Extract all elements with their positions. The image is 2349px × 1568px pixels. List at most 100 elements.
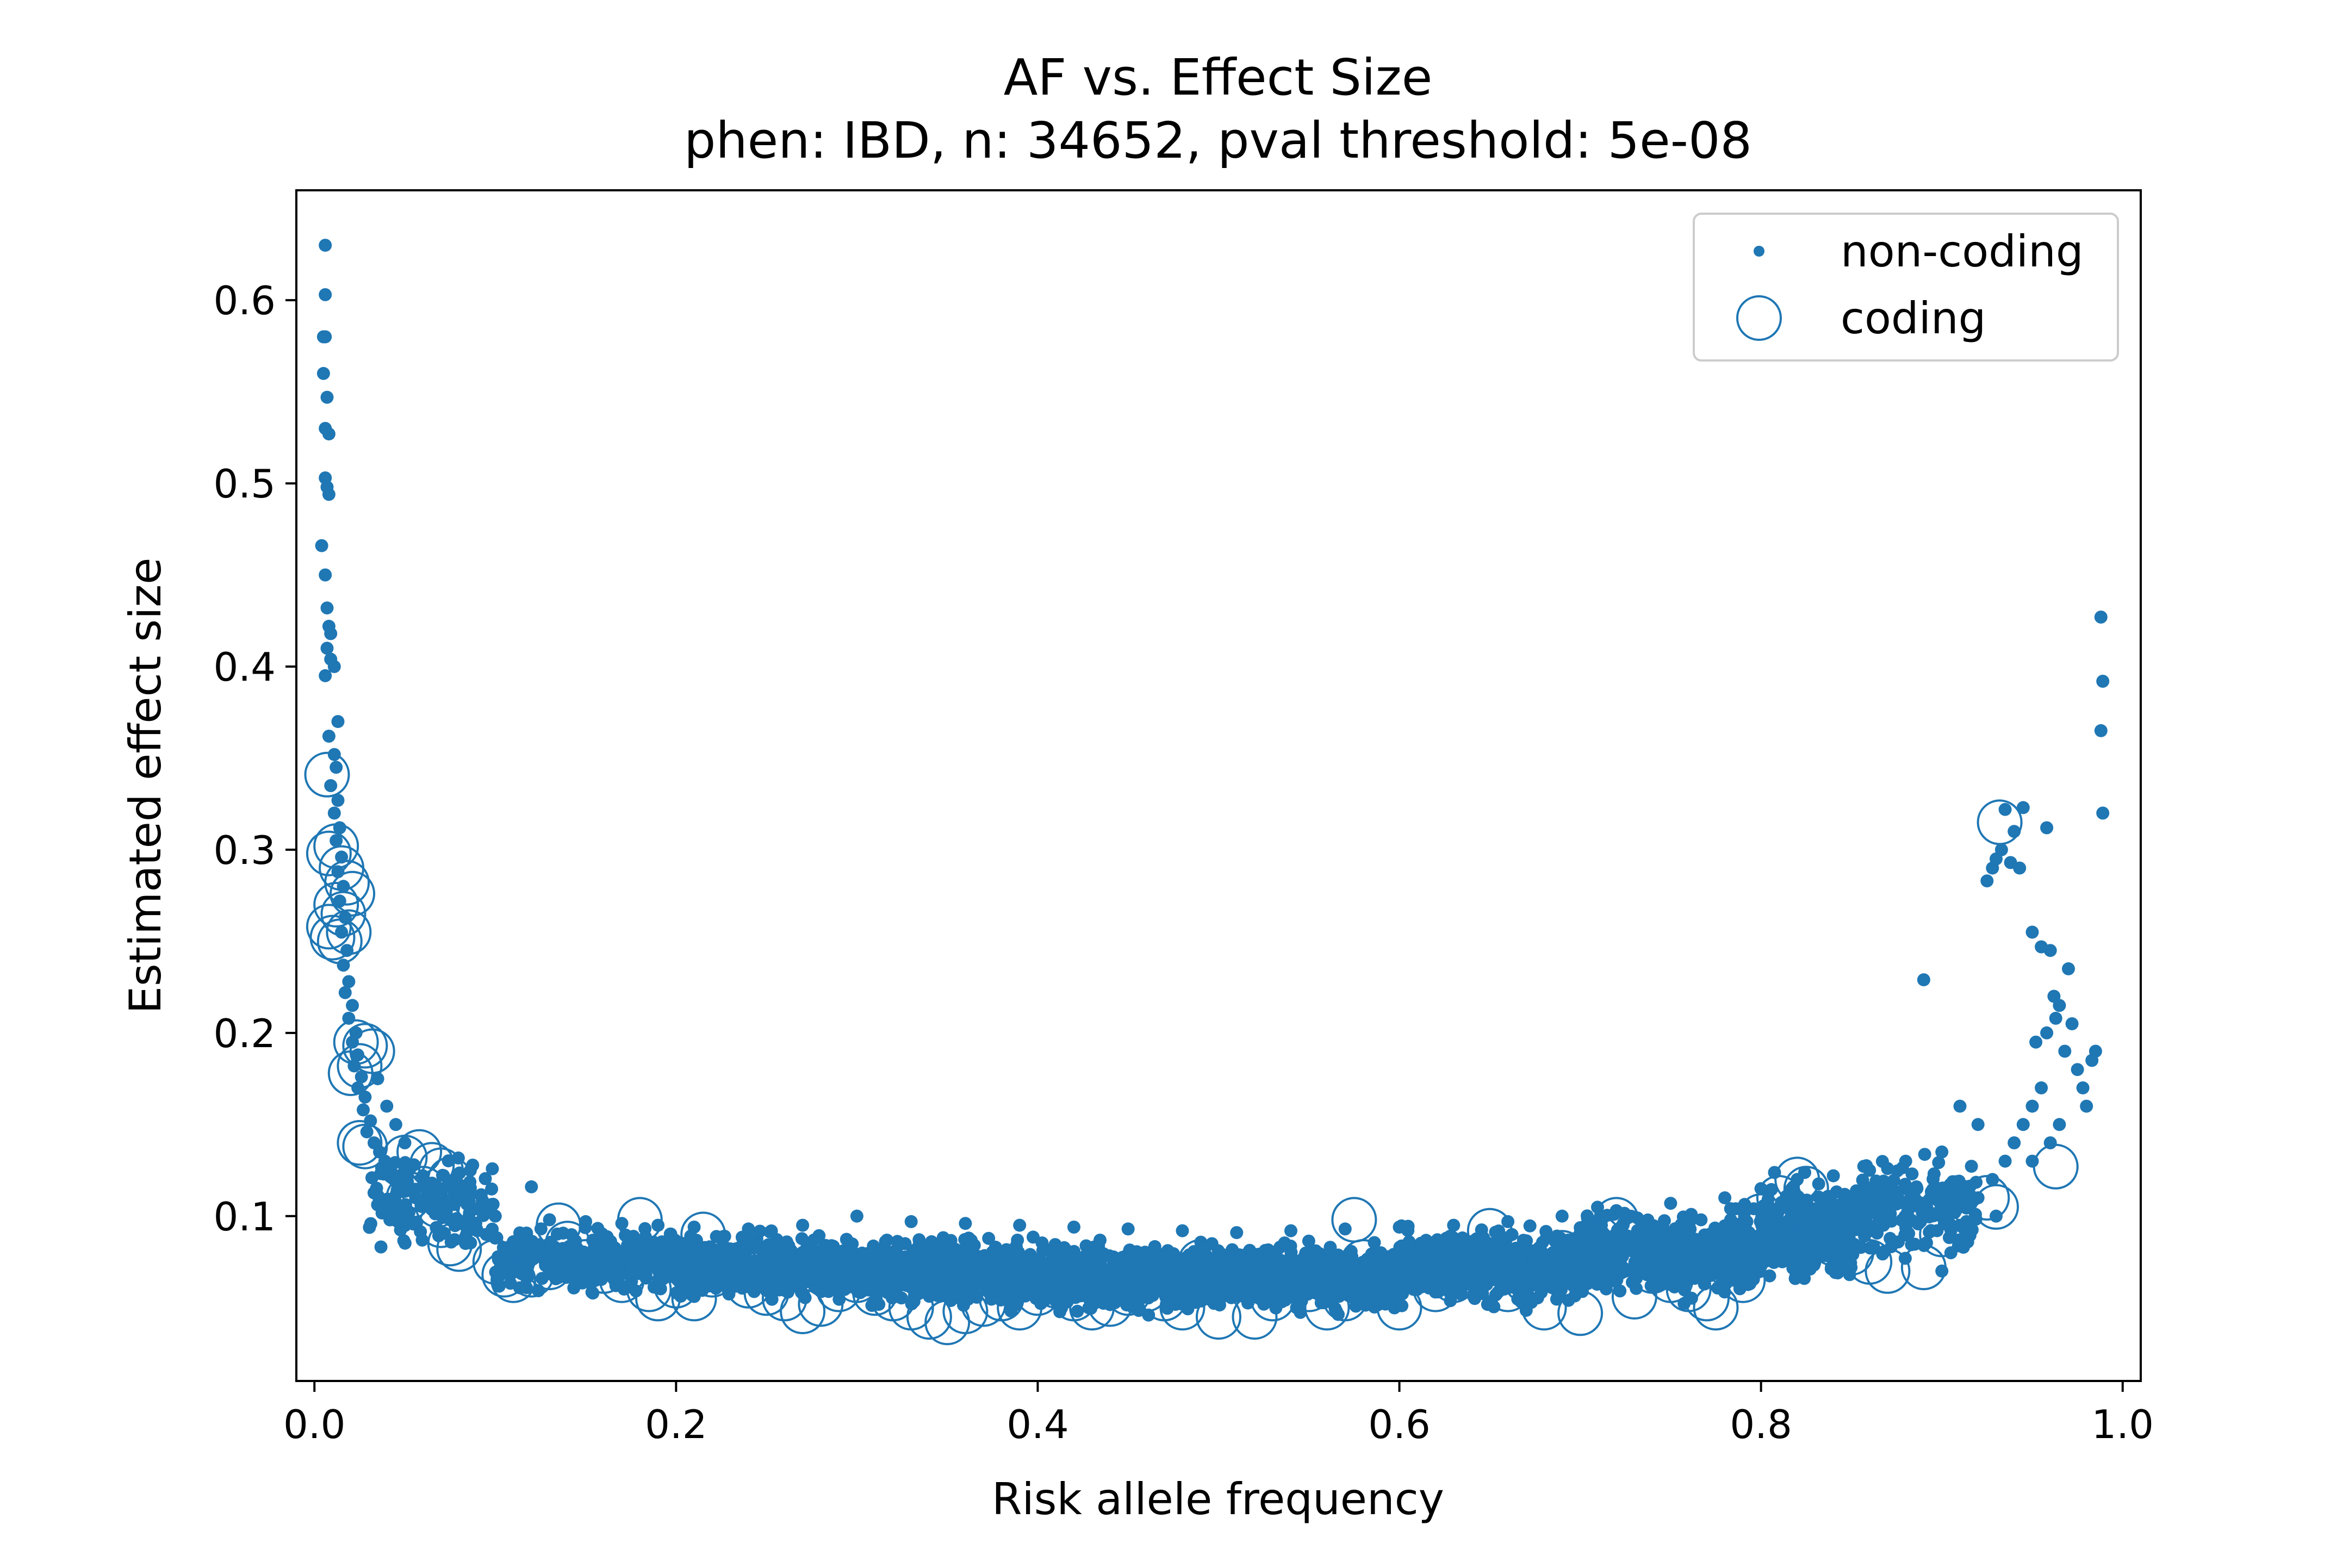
noncoding-point (2016, 1118, 2030, 1131)
noncoding-point (763, 1225, 777, 1239)
noncoding-point (1811, 1235, 1824, 1249)
noncoding-point (486, 1162, 499, 1175)
noncoding-point (850, 1209, 863, 1223)
noncoding-point (330, 834, 343, 848)
noncoding-point (448, 1233, 462, 1247)
noncoding-point (1090, 1272, 1103, 1285)
coding-point (626, 1266, 672, 1312)
noncoding-point (1657, 1214, 1671, 1228)
coding-point (852, 1270, 898, 1316)
noncoding-point (1283, 1266, 1297, 1279)
noncoding-point (1198, 1246, 1211, 1260)
noncoding-point (2089, 1044, 2102, 1058)
noncoding-point (922, 1258, 936, 1271)
noncoding-point (1348, 1286, 1362, 1299)
noncoding-point (357, 1103, 370, 1117)
x-tick-label: 0.4 (1006, 1402, 1069, 1447)
noncoding-point (478, 1172, 492, 1185)
noncoding-point (679, 1242, 692, 1256)
noncoding-point (1980, 874, 1994, 888)
noncoding-point (1065, 1253, 1079, 1266)
noncoding-point (1918, 1148, 1931, 1161)
coding-point (304, 751, 350, 798)
coding-point (1069, 1285, 1115, 1331)
noncoding-point (1093, 1234, 1107, 1247)
noncoding-point (1688, 1233, 1702, 1246)
noncoding-point (896, 1259, 909, 1272)
y-tick-label: 0.5 (213, 461, 276, 507)
noncoding-point (1887, 1174, 1900, 1187)
noncoding-point (2094, 611, 2108, 624)
coding-point (1539, 1230, 1585, 1276)
coding-point (1774, 1156, 1820, 1203)
noncoding-point (1718, 1191, 1732, 1205)
noncoding-point (1860, 1181, 1873, 1194)
coding-point (942, 1289, 989, 1334)
coding-point (1394, 1248, 1440, 1294)
noncoding-point (380, 1099, 394, 1113)
noncoding-point (961, 1292, 975, 1306)
noncoding-point (320, 601, 334, 615)
noncoding-point (836, 1247, 850, 1261)
coding-point (436, 1226, 482, 1272)
legend-marker-coding (1736, 295, 1782, 341)
noncoding-point (363, 1221, 376, 1234)
noncoding-point (322, 488, 335, 501)
noncoding-point (1294, 1272, 1308, 1286)
noncoding-point (1484, 1298, 1497, 1311)
legend-box (1693, 213, 2119, 362)
noncoding-point (1733, 1282, 1747, 1296)
noncoding-point (1932, 1156, 1946, 1169)
noncoding-point (1568, 1275, 1582, 1289)
noncoding-point (1395, 1299, 1409, 1312)
noncoding-point (1278, 1236, 1291, 1250)
coding-point (313, 882, 359, 928)
noncoding-point (959, 1217, 972, 1230)
coding-point (309, 914, 356, 961)
noncoding-point (507, 1235, 520, 1248)
noncoding-point (1049, 1242, 1063, 1255)
noncoding-point (710, 1230, 723, 1243)
noncoding-point (1011, 1246, 1025, 1259)
noncoding-point (1447, 1218, 1461, 1232)
coding-point (1702, 1239, 1748, 1285)
coding-point (1376, 1285, 1422, 1331)
coding-point (1720, 1257, 1766, 1303)
noncoding-point (1724, 1202, 1737, 1216)
coding-point (427, 1156, 473, 1203)
noncoding-point (1664, 1197, 1677, 1210)
noncoding-point (1728, 1226, 1742, 1240)
legend-label-non-coding: non-coding (1841, 226, 2084, 277)
noncoding-point (338, 986, 352, 999)
coding-point (1919, 1211, 1965, 1258)
noncoding-point (525, 1180, 538, 1193)
noncoding-point (1230, 1226, 1244, 1240)
noncoding-point (779, 1251, 793, 1265)
noncoding-point (2016, 801, 2030, 814)
noncoding-point (1422, 1237, 1436, 1250)
noncoding-point (867, 1239, 880, 1253)
noncoding-point (1011, 1234, 1024, 1247)
noncoding-point (1890, 1197, 1903, 1211)
noncoding-point (674, 1290, 687, 1303)
coding-point (1204, 1252, 1251, 1298)
coding-point (680, 1211, 726, 1258)
coding-point (1232, 1294, 1278, 1340)
noncoding-point (1468, 1292, 1482, 1305)
noncoding-point (436, 1168, 449, 1182)
noncoding-point (1943, 1217, 1957, 1231)
noncoding-point (1683, 1222, 1697, 1236)
noncoding-point (1704, 1227, 1717, 1241)
noncoding-point (342, 975, 356, 988)
noncoding-point (1236, 1266, 1250, 1280)
noncoding-point (1338, 1222, 1352, 1236)
noncoding-point (1130, 1245, 1144, 1259)
noncoding-point (1325, 1248, 1339, 1262)
noncoding-point (702, 1279, 716, 1293)
noncoding-point (881, 1286, 894, 1299)
coding-point (1449, 1248, 1495, 1294)
noncoding-point (1905, 1167, 1919, 1181)
noncoding-point (1004, 1304, 1018, 1318)
